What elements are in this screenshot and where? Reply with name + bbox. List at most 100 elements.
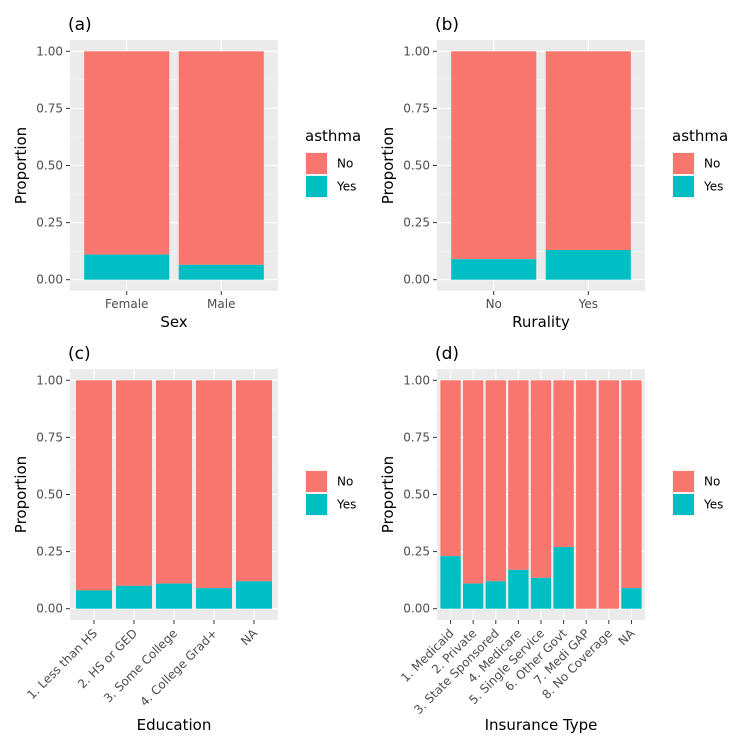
bar-no-8 [598,380,619,609]
y-tick-label: 0.75 [403,430,430,444]
y-tick-label: 0.50 [403,159,430,173]
legend-key-no [673,471,694,492]
legend-label-no: No [704,157,720,171]
x-tick-label: Female [105,297,148,311]
y-tick-label: 0.50 [36,159,63,173]
bar-yes-6 [553,547,574,609]
bar-no-3 [156,380,192,584]
x-tick-label: NA [238,626,261,649]
panel-tag: (d) [435,344,459,364]
legend-key-yes [306,176,327,197]
y-tick-label: 0.75 [36,101,63,115]
bar-no-1 [440,380,461,557]
legend-label-no: No [704,475,720,489]
panel-tag: (a) [68,15,92,35]
bar-no-6 [553,380,574,548]
legend: asthma No Yes [305,127,361,198]
bar-no-7 [576,380,597,609]
y-tick-label: 0.00 [36,602,63,616]
y-tick-label: 0.00 [403,602,430,616]
y-tick-label: 0.25 [403,216,430,230]
bar-no-2 [463,380,484,584]
x-tick-label: Yes [578,297,598,311]
legend-key-yes [673,176,694,197]
bar-no-4 [508,380,529,570]
bar-yes-4 [508,569,529,609]
legend: No Yes [305,470,356,516]
y-axis-title: Proportion [12,127,30,204]
legend-key-no [673,153,694,174]
legend-label-yes: Yes [336,498,356,512]
bar-no-3 [485,380,506,582]
bar-no-1 [76,380,112,591]
y-axis-title: Proportion [379,456,397,533]
y-tick-label: 0.00 [403,273,430,287]
x-tick-label: No [486,297,502,311]
bar-no-2 [545,51,631,251]
legend-label-yes: Yes [703,498,723,512]
x-tick-label: Male [207,297,235,311]
panel-tag: (b) [435,15,459,35]
legend-key-yes [673,494,694,515]
bar-no-2 [116,380,152,586]
bar-yes-1 [76,590,112,609]
bar-yes-2 [178,264,264,280]
y-tick-label: 0.50 [36,488,63,502]
legend-label-no: No [337,475,353,489]
bar-no-4 [196,380,232,589]
x-axis-title: Rurality [512,313,570,331]
x-axis-title: Education [137,716,212,734]
y-tick-label: 0.25 [36,216,63,230]
legend-label-no: No [337,157,353,171]
bar-yes-3 [485,581,506,609]
bar-yes-2 [116,585,152,609]
legend-key-no [306,153,327,174]
y-tick-label: 0.75 [36,430,63,444]
x-axis-title: Insurance Type [485,716,598,734]
y-axis-title: Proportion [379,127,397,204]
bar-no-1 [451,51,537,260]
y-tick-label: 0.75 [403,101,430,115]
y-tick-label: 0.25 [36,545,63,559]
y-axis-title: Proportion [12,456,30,533]
legend: No Yes [672,470,723,516]
bar-no-9 [621,380,642,589]
bar-yes-3 [156,583,192,609]
bar-yes-1 [440,556,461,609]
y-tick-label: 1.00 [36,373,63,387]
bar-no-5 [236,380,272,582]
bar-yes-5 [236,581,272,609]
bar-yes-1 [451,259,537,280]
bar-yes-5 [530,577,552,609]
x-tick-label: NA [616,626,639,649]
bar-no-2 [178,51,264,265]
y-tick-label: 1.00 [403,44,430,58]
legend-label-yes: Yes [703,180,723,194]
x-tick-label: 1. Less than HS [24,626,100,702]
x-axis-title: Sex [160,313,187,331]
legend-key-no [306,471,327,492]
x-tick-label: 4. College Grad+ [137,626,220,709]
bar-no-1 [84,51,170,255]
bar-yes-1 [84,254,170,280]
y-tick-label: 1.00 [403,373,430,387]
legend: asthma No Yes [672,127,728,198]
legend-title: asthma [305,127,361,145]
bar-no-5 [530,380,552,578]
legend-title: asthma [672,127,728,145]
bar-yes-2 [545,250,631,280]
x-tick-label: 3. Some College [101,626,180,705]
bar-yes-2 [463,583,484,609]
bar-yes-9 [621,588,642,609]
chart-panel-2: (b) 0.00 0.25 0.50 0.75 1.00 No Yes Rurality Prop… [379,15,728,331]
legend-label-yes: Yes [336,180,356,194]
chart-panel-1: (a) 0.00 0.25 0.50 0.75 1.00 Female Male Sex Prop… [12,15,361,331]
panel-tag: (c) [68,344,91,364]
y-tick-label: 1.00 [36,44,63,58]
y-tick-label: 0.50 [403,488,430,502]
legend-key-yes [306,494,327,515]
bar-yes-4 [196,588,232,609]
chart-panel-3: (c)0.000.250.500.751.001. Less than HS2.… [12,344,356,734]
